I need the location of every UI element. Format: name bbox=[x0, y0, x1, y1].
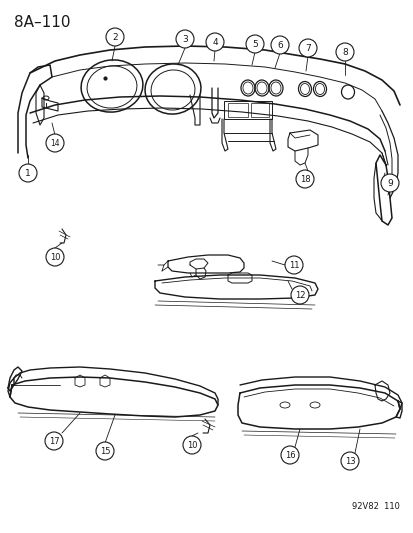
Circle shape bbox=[298, 39, 316, 57]
Text: 18: 18 bbox=[299, 174, 310, 183]
Text: 3: 3 bbox=[182, 35, 188, 44]
Text: 11: 11 bbox=[288, 261, 299, 270]
Circle shape bbox=[284, 256, 302, 274]
Circle shape bbox=[280, 446, 298, 464]
Text: 7: 7 bbox=[304, 44, 310, 52]
Circle shape bbox=[335, 43, 353, 61]
Circle shape bbox=[176, 30, 194, 48]
Text: 14: 14 bbox=[50, 139, 59, 148]
Text: 2: 2 bbox=[112, 33, 118, 42]
Circle shape bbox=[245, 35, 263, 53]
Text: 9: 9 bbox=[386, 179, 392, 188]
Text: 5: 5 bbox=[252, 39, 257, 49]
Text: 17: 17 bbox=[49, 437, 59, 446]
Text: 92V82  110: 92V82 110 bbox=[351, 502, 399, 511]
Circle shape bbox=[183, 436, 201, 454]
Bar bbox=[223, 101, 271, 119]
Text: 8: 8 bbox=[341, 47, 347, 56]
Circle shape bbox=[340, 452, 358, 470]
Text: 4: 4 bbox=[212, 37, 217, 46]
Text: 16: 16 bbox=[284, 450, 294, 459]
Text: 8A–110: 8A–110 bbox=[14, 15, 70, 30]
Circle shape bbox=[106, 28, 124, 46]
Circle shape bbox=[271, 36, 288, 54]
Text: 10: 10 bbox=[186, 440, 197, 449]
Circle shape bbox=[19, 164, 37, 182]
Text: 12: 12 bbox=[294, 290, 304, 300]
Circle shape bbox=[206, 33, 223, 51]
Circle shape bbox=[46, 134, 64, 152]
Circle shape bbox=[96, 442, 114, 460]
Bar bbox=[250, 103, 268, 117]
Text: 1: 1 bbox=[25, 168, 31, 177]
Circle shape bbox=[45, 432, 63, 450]
Text: 13: 13 bbox=[344, 456, 354, 465]
Circle shape bbox=[295, 170, 313, 188]
Bar bbox=[228, 103, 247, 117]
Text: 10: 10 bbox=[50, 253, 60, 262]
Text: 6: 6 bbox=[276, 41, 282, 50]
Circle shape bbox=[290, 286, 308, 304]
Text: 15: 15 bbox=[100, 447, 110, 456]
Circle shape bbox=[46, 248, 64, 266]
Circle shape bbox=[380, 174, 398, 192]
